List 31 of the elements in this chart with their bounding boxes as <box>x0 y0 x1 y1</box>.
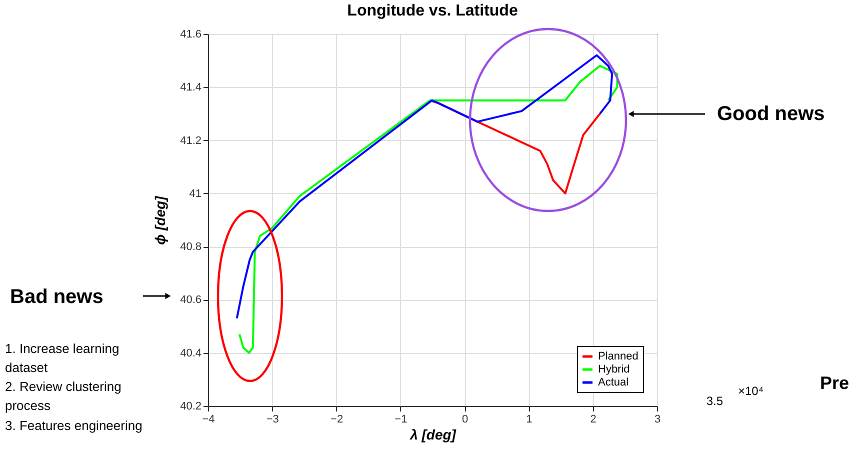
x-tick-label: −4 <box>202 414 215 426</box>
text: 1. Increase learning dataset <box>5 341 120 375</box>
y-tick-label: 41.4 <box>180 82 202 94</box>
chart-title: Longitude vs. Latitude <box>347 2 518 20</box>
legend-label: Actual <box>598 376 629 388</box>
y-tick-label: 41 <box>189 188 202 200</box>
text: 3. Features engineering <box>5 418 142 433</box>
x-tick-label: −3 <box>266 414 279 426</box>
y-tick-label: 41.6 <box>180 28 202 40</box>
x-tick-label: 2 <box>590 414 596 426</box>
text: 3.5 <box>706 394 724 408</box>
y-tick-label: 40.6 <box>180 294 202 306</box>
x-tick-label: −1 <box>394 414 408 426</box>
text: Pre <box>820 373 850 393</box>
text: Good news <box>717 103 825 125</box>
x-tick-label: −2 <box>330 414 344 426</box>
y-axis-title: ϕ [deg] <box>152 194 168 245</box>
line-series <box>236 54 614 320</box>
y-tick-label: 40.2 <box>180 400 202 412</box>
legend-label: Hybrid <box>598 364 630 376</box>
x-tick-label: 3 <box>654 414 661 426</box>
y-tick-label: 40.4 <box>180 347 202 360</box>
x-tick-label: 1 <box>526 414 532 426</box>
legend-label: Planned <box>598 350 638 362</box>
text: ×10⁴ <box>738 384 764 398</box>
x-axis-title: λ [deg] <box>409 426 458 442</box>
y-tick-label: 41.2 <box>180 134 202 147</box>
x-tick-label: 0 <box>462 414 468 426</box>
text: 2. Review clustering process <box>5 379 122 413</box>
y-tick-label: 40.8 <box>180 241 202 254</box>
text: Bad news <box>10 286 104 308</box>
